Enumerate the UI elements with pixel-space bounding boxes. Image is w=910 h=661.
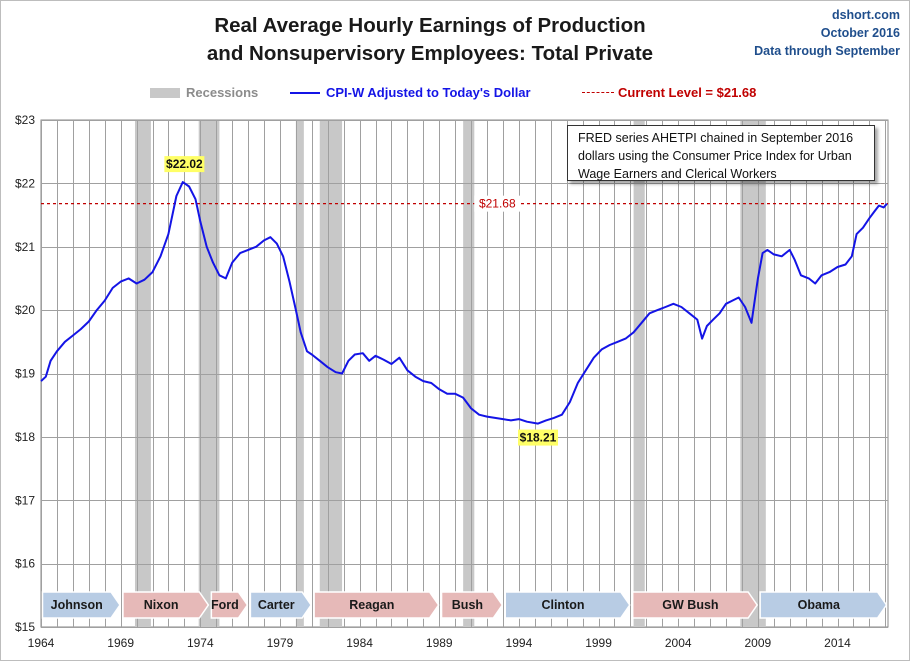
y-tick-label: $21 (15, 240, 35, 254)
president-band (759, 591, 888, 619)
x-tick-label: 1989 (426, 636, 453, 650)
current-level-label-bg (474, 195, 521, 212)
president-label: Ford (211, 598, 239, 612)
president-label: Carter (258, 598, 295, 612)
x-tick-label: 1974 (187, 636, 214, 650)
president-band (504, 591, 631, 619)
y-tick-label: $16 (15, 557, 35, 571)
current-level-label: $21.68 (479, 197, 516, 211)
x-tick-label: 1999 (585, 636, 612, 650)
x-tick-label: 1979 (267, 636, 294, 650)
president-label: Reagan (349, 598, 394, 612)
title-line-2: and Nonsupervisory Employees: Total Priv… (206, 42, 654, 65)
x-tick-label: 2004 (665, 636, 692, 650)
source-date: October 2016 (820, 26, 900, 40)
y-tick-label: $23 (15, 113, 35, 127)
x-tick-label: 1969 (107, 636, 134, 650)
title-line-1: Real Average Hourly Earnings of Producti… (214, 14, 646, 37)
president-label: GW Bush (662, 598, 718, 612)
president-band (440, 591, 504, 619)
callout-label: $22.02 (166, 157, 203, 171)
source-block: dshort.com October 2016 Data through Sep… (754, 6, 900, 60)
president-band (249, 591, 313, 619)
chart-title: Real Average Hourly Earnings of Producti… (150, 12, 710, 68)
president-label: Nixon (144, 598, 179, 612)
y-tick-label: $22 (15, 176, 35, 190)
legend-recession-label: Recessions (186, 85, 259, 100)
callout-bg (164, 156, 205, 173)
x-tick-label: 2014 (824, 636, 851, 650)
president-band (122, 591, 210, 619)
president-label: Clinton (541, 598, 584, 612)
info-box: FRED series AHETPI chained in September … (567, 125, 875, 181)
info-line-3: Wage Earners and Clerical Workers (578, 167, 777, 181)
series-line (40, 181, 888, 425)
x-tick-label: 1984 (346, 636, 373, 650)
x-tick-label: 1964 (28, 636, 55, 650)
y-tick-label: $19 (15, 367, 35, 381)
legend-series-swatch (290, 92, 320, 94)
x-tick-label: 2009 (745, 636, 772, 650)
info-line-2: dollars using the Consumer Price Index f… (578, 149, 852, 163)
x-tick-label: 1994 (506, 636, 533, 650)
y-tick-label: $15 (15, 620, 35, 634)
recession-bar (295, 120, 304, 627)
legend-series-label: CPI-W Adjusted to Today's Dollar (326, 85, 531, 100)
y-tick-label: $18 (15, 430, 35, 444)
president-label: Johnson (51, 598, 103, 612)
president-band (313, 591, 440, 619)
y-tick-label: $17 (15, 493, 35, 507)
callout-label: $18.21 (520, 431, 557, 445)
chart-legend: Recessions CPI-W Adjusted to Today's Dol… (0, 83, 910, 103)
president-band (41, 591, 121, 619)
source-note: Data through September (754, 44, 900, 58)
legend-current-label: Current Level = $21.68 (618, 85, 757, 100)
legend-recession-swatch (150, 88, 180, 98)
president-band (631, 591, 759, 619)
legend-current-swatch (582, 92, 614, 93)
president-label: Bush (452, 598, 483, 612)
recession-bar (463, 120, 475, 627)
president-label: Obama (798, 598, 841, 612)
source-site: dshort.com (831, 8, 900, 22)
info-line-1: FRED series AHETPI chained in September … (578, 131, 854, 145)
callout-bg (518, 429, 559, 446)
recession-bar (740, 120, 766, 627)
y-tick-label: $20 (15, 303, 35, 317)
recession-bar (633, 120, 645, 627)
president-band (210, 591, 249, 619)
